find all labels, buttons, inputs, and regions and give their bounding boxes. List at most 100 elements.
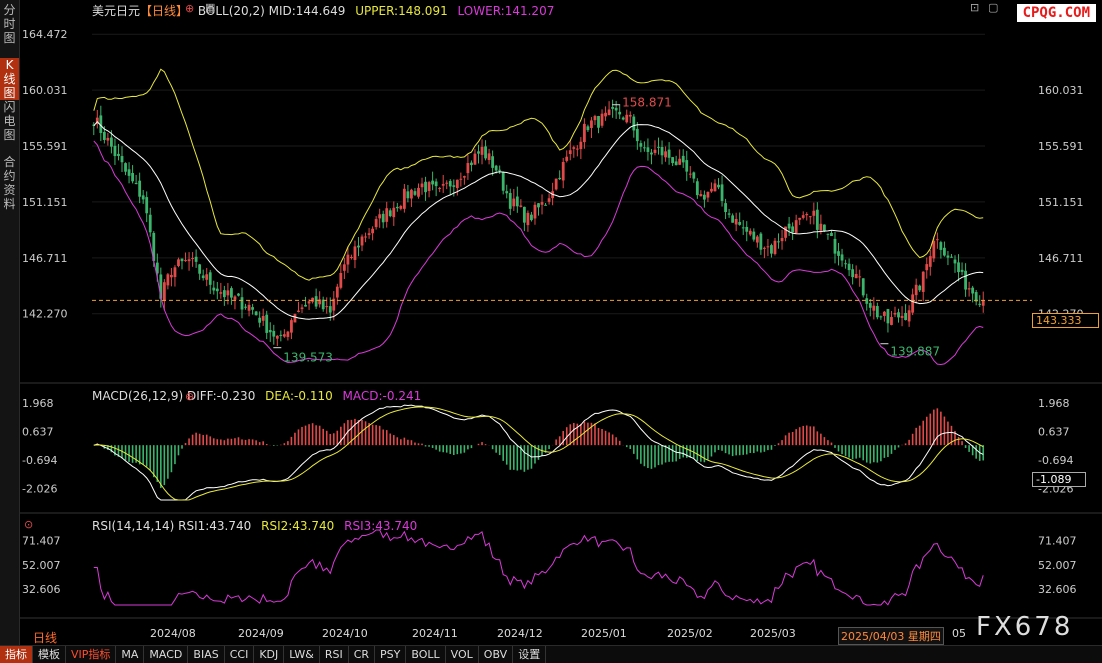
window-icon[interactable]: ▢ — [988, 1, 999, 14]
candle-body — [981, 300, 985, 306]
candle-body — [837, 251, 840, 256]
add-indicator-icon[interactable]: ⊕ — [185, 2, 195, 15]
current-price-tag: 143.333 — [1032, 313, 1099, 328]
boll-label: BOLL(20,2) MID:144.649 — [197, 4, 346, 18]
toolbar-item-9[interactable]: RSI — [320, 646, 349, 663]
candle-body — [928, 256, 932, 267]
candle-body — [791, 226, 795, 233]
candle-body — [194, 256, 198, 262]
add-macd-icon[interactable]: ⊕ — [185, 390, 195, 403]
candle-body — [191, 258, 194, 260]
candle-body — [445, 182, 449, 184]
candle-body — [346, 254, 350, 265]
candle-body — [508, 193, 512, 209]
candle-body — [148, 214, 152, 233]
candle-body — [501, 172, 505, 191]
candle-body — [173, 267, 177, 278]
candle-body — [127, 169, 131, 176]
toolbar-item-2[interactable]: VIP指标 — [66, 646, 117, 663]
candle-body — [350, 257, 353, 259]
indicator-icon[interactable]: ▦ — [205, 1, 216, 14]
side-tab-2[interactable]: 闪电图 — [3, 100, 16, 142]
candle-body — [614, 107, 618, 111]
toolbar-item-0[interactable]: 指标 — [0, 646, 33, 663]
candle-body — [907, 310, 911, 322]
toolbar-item-4[interactable]: MACD — [144, 646, 189, 663]
side-tab-3[interactable]: 合约资料 — [3, 155, 16, 211]
watermark: FX678 — [976, 612, 1074, 642]
rsi-y-tick-left: 32.606 — [22, 583, 61, 596]
period-label: 【日线】 — [140, 4, 189, 18]
candle-body — [547, 198, 551, 202]
rsi-y-tick-left: 71.407 — [22, 535, 61, 548]
candle-body — [575, 148, 579, 150]
candle-body — [505, 191, 509, 194]
toolbar-item-14[interactable]: OBV — [479, 646, 514, 663]
candle-body — [544, 204, 547, 206]
toolbar-item-13[interactable]: VOL — [446, 646, 479, 663]
candle-body — [275, 335, 279, 339]
x-tick-label: 2025/02 — [667, 627, 713, 640]
toolbar-item-15[interactable]: 设置 — [513, 646, 547, 663]
candle-body — [717, 184, 720, 188]
toolbar-item-7[interactable]: KDJ — [254, 646, 285, 663]
candle-body — [883, 311, 886, 316]
side-tab-0[interactable]: 分时图 — [3, 3, 16, 45]
candle-body — [360, 236, 364, 246]
rsi-y-tick-right: 52.007 — [1038, 559, 1077, 572]
side-tab-1[interactable]: K线图 — [0, 58, 19, 100]
candle-body — [198, 264, 202, 274]
candle-body — [480, 146, 484, 155]
candle-body — [540, 202, 544, 205]
candle-body — [904, 312, 907, 320]
candle-body — [406, 191, 410, 199]
fullscreen-icon[interactable]: ⊡ — [970, 1, 980, 14]
candle-body — [702, 194, 706, 200]
candle-body — [872, 305, 876, 311]
candle-body — [335, 286, 339, 298]
chart-area[interactable]: 158.871 139.573 139.887 164.472 160.031 160.… — [20, 0, 1102, 645]
candle-body — [911, 294, 915, 313]
candle-body — [925, 264, 929, 271]
candle-body — [452, 185, 456, 187]
candle-body — [695, 181, 699, 196]
candle-body — [484, 146, 487, 159]
candle-body — [971, 287, 975, 294]
candle-body — [918, 285, 922, 291]
toolbar-item-1[interactable]: 模板 — [33, 646, 66, 663]
candle-body — [710, 188, 713, 192]
candle-body — [642, 147, 646, 149]
toolbar-item-3[interactable]: MA — [116, 646, 145, 663]
candle-body — [865, 298, 869, 304]
candle-body — [794, 220, 798, 234]
candle-body — [180, 258, 184, 262]
macd-legend: MACD(26,12,9) DIFF:-0.230 DEA:-0.110 MAC… — [92, 389, 427, 403]
candle-body — [519, 205, 523, 207]
toolbar-item-8[interactable]: LW& — [284, 646, 320, 663]
toolbar-item-10[interactable]: CR — [349, 646, 376, 663]
rsi-marker-icon[interactable]: ⊙ — [24, 518, 34, 531]
candle-body — [448, 180, 452, 187]
candle-body — [226, 290, 230, 296]
toolbar-item-6[interactable]: CCI — [225, 646, 255, 663]
crosshair-date-box: 2025/04/03 星期四 — [838, 627, 944, 645]
candle-body — [434, 181, 438, 187]
candle-body — [748, 230, 752, 235]
toolbar-item-12[interactable]: BOLL — [406, 646, 446, 663]
candle-body — [402, 188, 406, 209]
candle-body — [759, 233, 763, 250]
candle-body — [455, 179, 459, 189]
candle-body — [632, 116, 636, 131]
candle-body — [770, 245, 773, 254]
candle-body — [720, 184, 724, 201]
toolbar-item-11[interactable]: PSY — [375, 646, 407, 663]
toolbar-item-5[interactable]: BIAS — [188, 646, 225, 663]
candle-body — [395, 206, 399, 209]
candle-body — [138, 180, 142, 197]
candle-body — [879, 316, 883, 318]
period-selector[interactable]: 日线 — [33, 631, 58, 645]
candle-body — [890, 317, 893, 325]
candle-body — [801, 215, 805, 218]
candle-body — [212, 287, 216, 291]
macd-y-tick-left: 0.637 — [22, 425, 54, 438]
